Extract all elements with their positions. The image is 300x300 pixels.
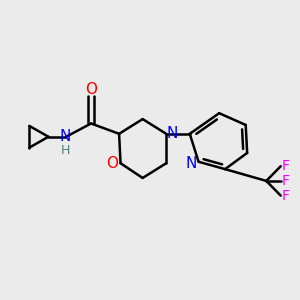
Text: N: N bbox=[167, 126, 178, 141]
Text: N: N bbox=[59, 129, 71, 144]
Text: F: F bbox=[282, 174, 290, 188]
Text: O: O bbox=[85, 82, 97, 97]
Text: H: H bbox=[61, 144, 70, 158]
Text: O: O bbox=[106, 156, 118, 171]
Text: N: N bbox=[186, 156, 197, 171]
Text: F: F bbox=[282, 159, 290, 173]
Text: F: F bbox=[282, 189, 290, 202]
